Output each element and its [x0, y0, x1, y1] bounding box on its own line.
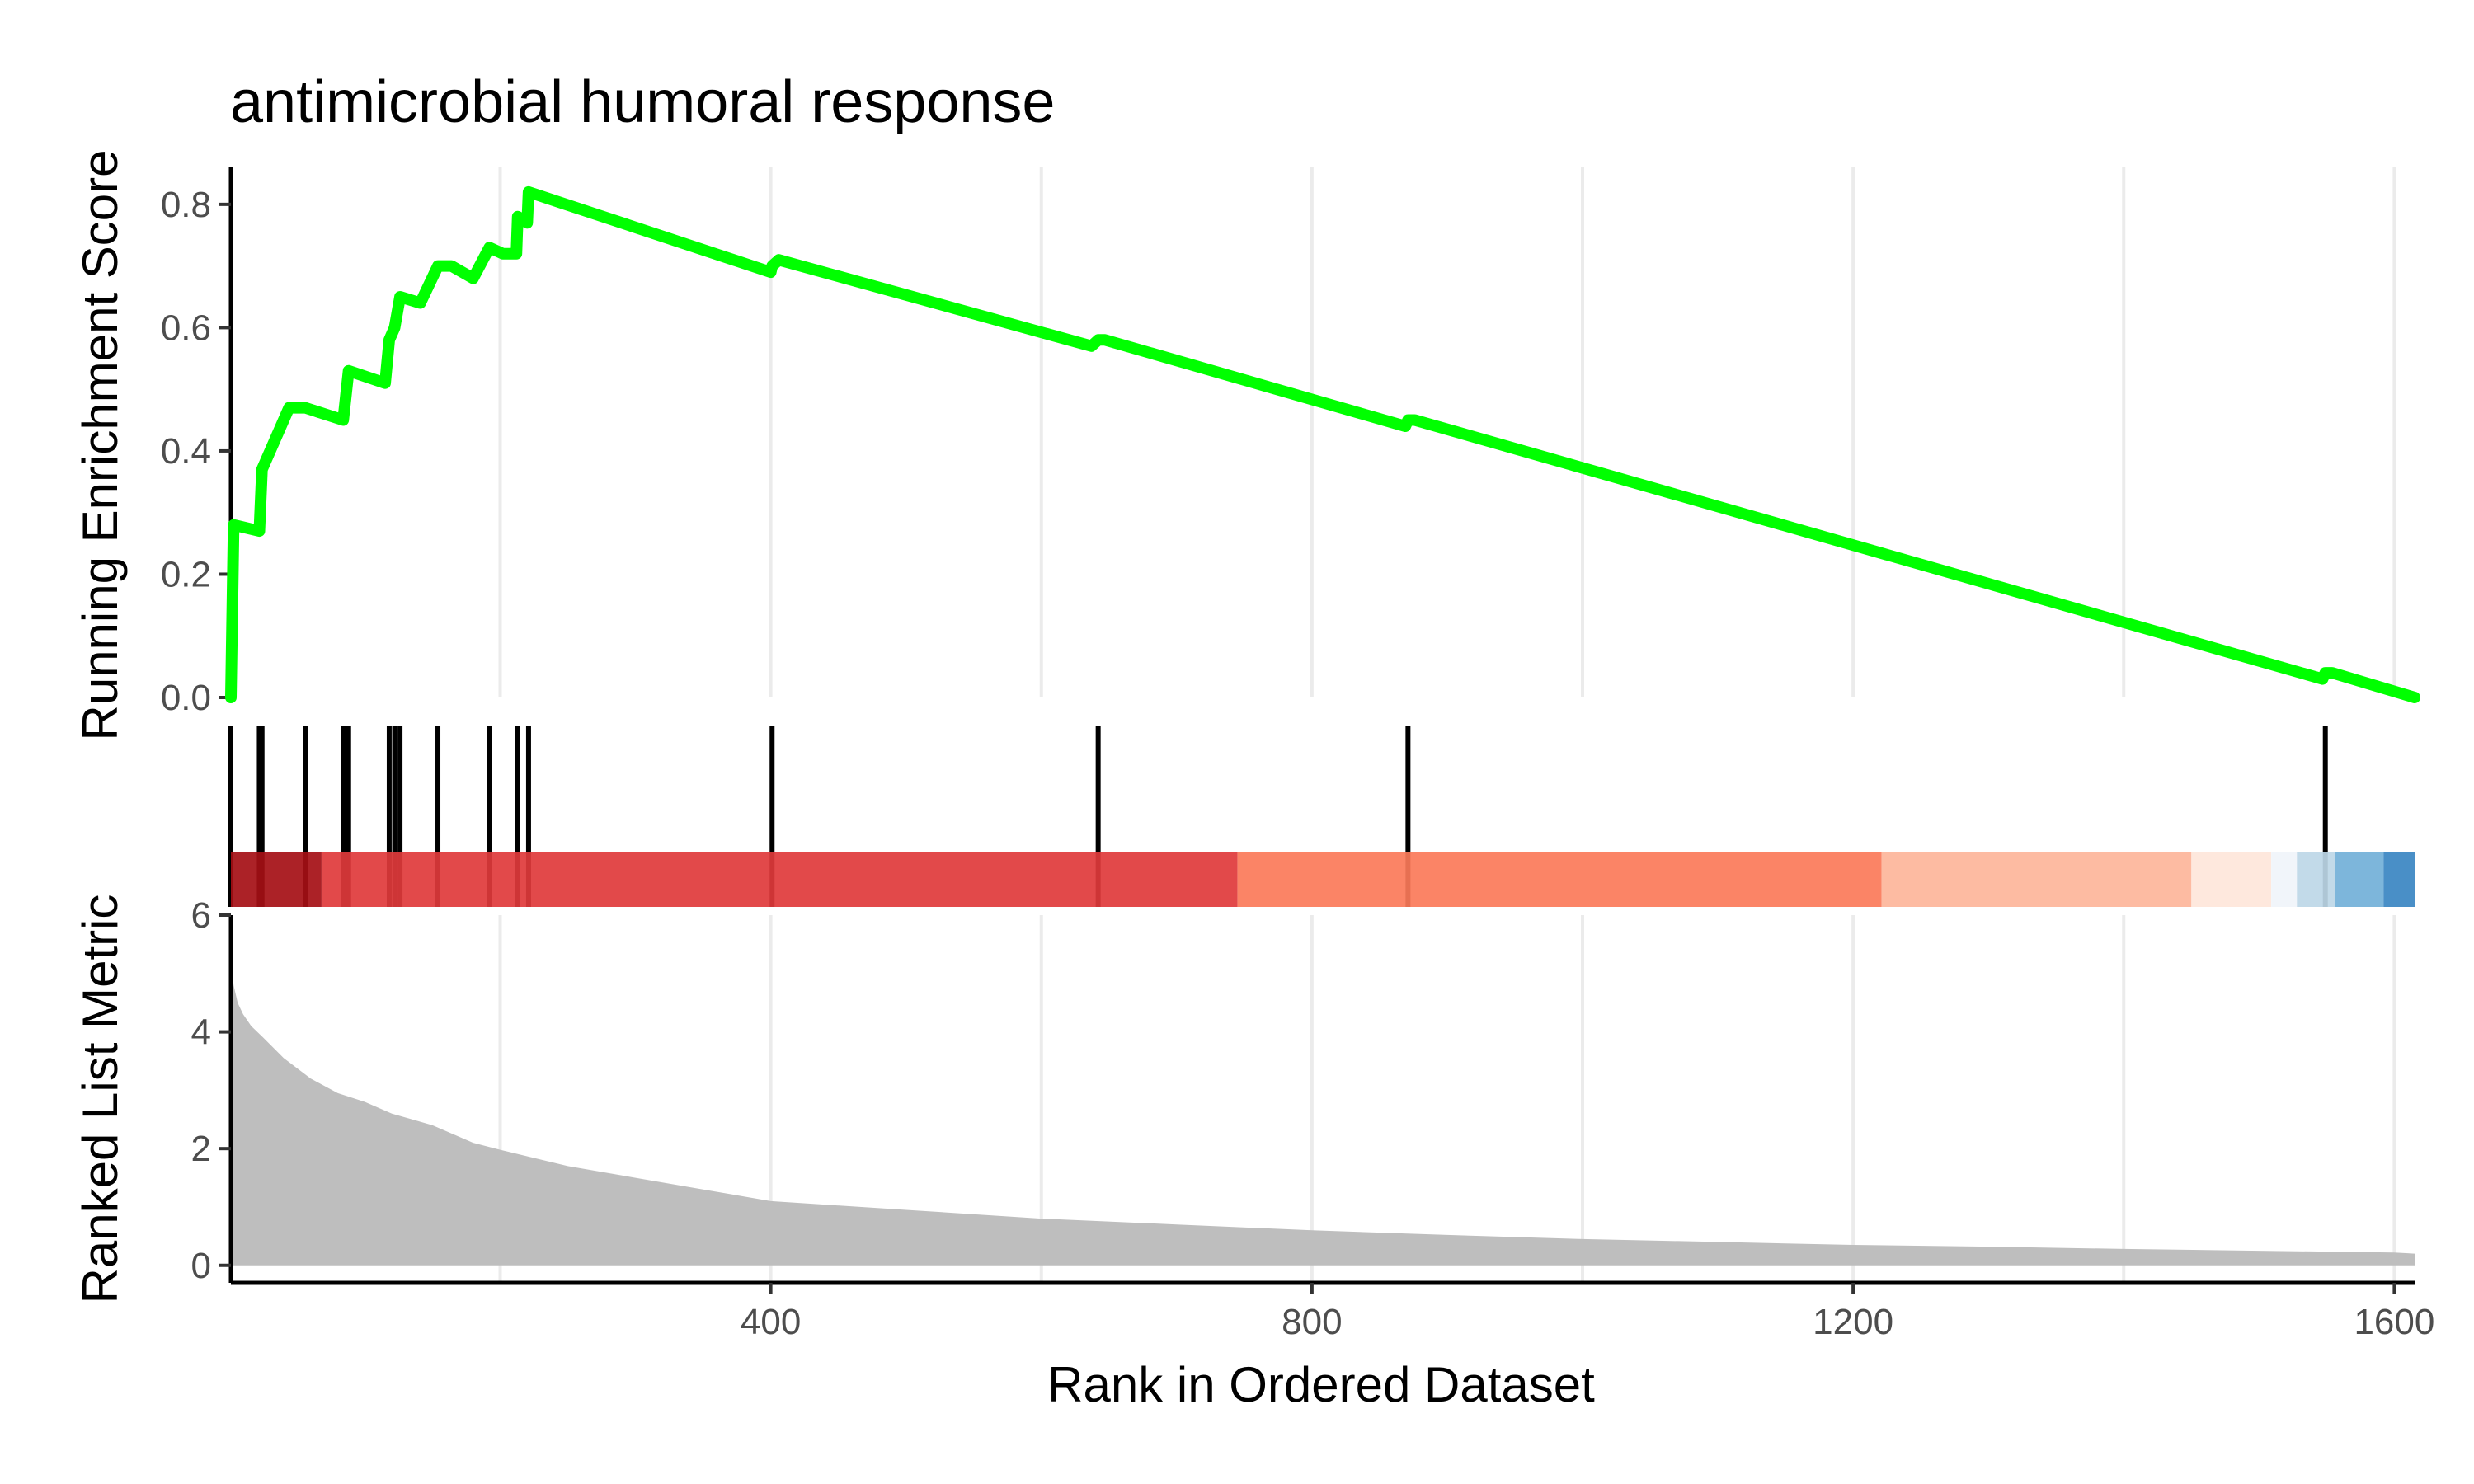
rm-y-tick-label: 0 [191, 1246, 211, 1286]
x-tick-label: 1600 [2354, 1302, 2434, 1342]
es-y-tick-label: 0.0 [161, 678, 211, 718]
chart-title: antimicrobial humoral response [230, 69, 1055, 135]
color-bar-segment [231, 852, 322, 907]
x-tick-label: 800 [1282, 1302, 1342, 1342]
rm-gridlines [498, 915, 2396, 1283]
x-ticks: 400 800 1200 1600 [741, 1283, 2434, 1342]
es-y-tick-label: 0.8 [161, 185, 211, 225]
color-bar-segments [231, 852, 2415, 907]
es-y-ticks: 0.0 0.2 0.4 0.6 0.8 [161, 185, 231, 718]
ranked-metric-color-bar [231, 852, 2415, 907]
x-tick-label: 400 [741, 1302, 801, 1342]
color-bar-segment [2383, 852, 2415, 907]
es-y-tick-label: 0.2 [161, 554, 211, 594]
rm-y-tick-label: 4 [191, 1012, 211, 1053]
color-bar-segment [2297, 852, 2335, 907]
rm-y-tick-label: 6 [191, 895, 211, 936]
es-y-axis-title: Running Enrichment Score [73, 149, 128, 740]
rm-y-ticks: 0 2 4 6 [191, 895, 231, 1286]
rm-y-tick-label: 2 [191, 1129, 211, 1169]
es-y-tick-label: 0.4 [161, 431, 211, 472]
color-bar-segment [321, 852, 1238, 907]
ranked-list-metric-panel: 0 2 4 6 400 800 1200 1600 Ranked List Metric R… [73, 895, 2434, 1412]
color-bar-segment [1237, 852, 1882, 907]
color-bar-segment [2191, 852, 2272, 907]
x-tick-label: 1200 [1813, 1302, 1893, 1342]
color-bar-segment [2335, 852, 2384, 907]
running-enrichment-score-panel: 0.0 0.2 0.4 0.6 0.8 Running Enrichment Score [73, 149, 2420, 741]
color-bar-segment [1881, 852, 2192, 907]
x-axis-title: Rank in Ordered Dataset [1047, 1357, 1595, 1412]
rm-y-axis-title: Ranked List Metric [73, 895, 128, 1304]
color-bar-segment [2271, 852, 2298, 907]
ranked-metric-area [231, 956, 2415, 1266]
es-y-tick-label: 0.6 [161, 308, 211, 348]
running-es-line [225, 186, 2420, 703]
